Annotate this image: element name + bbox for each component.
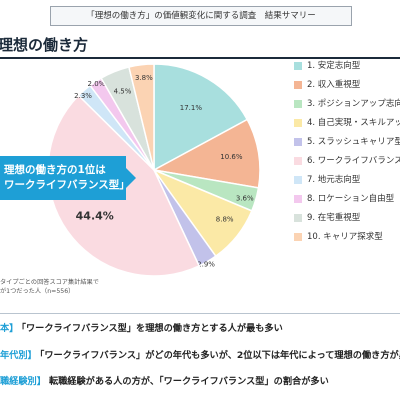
legend-swatch <box>294 195 302 203</box>
finding-tag: 職経験別】 <box>0 376 46 387</box>
chart-footnote: タイプごとの回答スコア集計結果で が1つだった人（n=556） <box>0 278 99 296</box>
legend-label: 7. 地元志向型 <box>307 175 361 185</box>
pie-slice <box>128 63 155 171</box>
pie-slice <box>151 118 261 189</box>
title-underline <box>0 57 400 59</box>
finding-text: 「ワークライフバランス型」を理想の働き方とする人が最も多い <box>21 323 283 334</box>
callout-line-1: 理想の働き方の1位は <box>4 164 106 176</box>
legend-label: 6. ワークライフバランス型 <box>307 156 400 166</box>
slice-data-label: 2.3% <box>74 92 92 100</box>
pie-slice <box>153 63 249 172</box>
finding-text: 転職経験がある人の方が、「ワークライフバランス型」の割合が多い <box>48 376 329 387</box>
footnote-line-1: タイプごとの回答スコア集計結果で <box>0 279 99 286</box>
legend-swatch <box>294 62 302 70</box>
slice-data-label: 10.6% <box>220 153 243 161</box>
section-title: 理想の働き方 <box>0 36 89 54</box>
slice-data-label: 4.5% <box>114 87 132 95</box>
finding-text: 「ワークライフバランス」がどの年代も多いが、2位以下は年代によって理想の働き方が… <box>39 350 400 361</box>
legend-swatch <box>294 214 302 222</box>
slice-data-label: 8.8% <box>216 215 234 223</box>
legend-swatch <box>294 81 302 89</box>
finding-by-job-change: 職経験別】 転職経験がある人の方が、「ワークライフバランス型」の割合が多い <box>0 373 329 387</box>
slice-data-label: 2.0% <box>88 80 106 88</box>
finding-overall: 本】 「ワークライフバランス型」を理想の働き方とする人が最も多い <box>0 320 283 334</box>
legend-label: 10. キャリア探求型 <box>307 232 383 242</box>
legend-label: 4. 自己実現・スキルアップ <box>307 118 400 128</box>
legend-label: 1. 安定志向型 <box>307 61 361 71</box>
legend-label: 2. 収入重視型 <box>307 80 361 90</box>
legend-swatch <box>294 138 302 146</box>
findings-divider <box>0 313 400 314</box>
callout-line-2: ワークライフバランス型」 <box>4 179 130 191</box>
finding-by-age: 年代別】 「ワークライフバランス」がどの年代も多いが、2位以下は年代によって理想の… <box>0 347 400 361</box>
slice-data-label: 3.8% <box>135 74 153 82</box>
slice-data-label: 44.4% <box>76 210 114 223</box>
callout-box: 理想の働き方の1位は ワークライフバランス型」 <box>0 156 130 200</box>
legend-swatch <box>294 233 302 241</box>
slice-data-label: 17.1% <box>180 104 203 112</box>
legend-label: 8. ロケーション自由型 <box>307 194 395 204</box>
callout-arrow <box>126 168 136 188</box>
slice-data-label: 2.9% <box>197 261 215 269</box>
finding-tag: 年代別】 <box>0 350 37 361</box>
legend-label: 9. 在宅重視型 <box>307 213 361 223</box>
legend-swatch <box>294 100 302 108</box>
report-header: 「理想の働き方」の価値観変化に関する調査 結果サマリー <box>50 6 352 26</box>
legend-label: 5. スラッシュキャリア型 <box>307 137 400 147</box>
slice-data-label: 3.6% <box>236 195 254 203</box>
legend-swatch <box>294 176 302 184</box>
finding-tag: 本】 <box>0 323 19 334</box>
legend-label: 3. ポジションアップ志向型 <box>307 99 400 109</box>
legend-swatch <box>294 119 302 127</box>
legend-swatch <box>294 157 302 165</box>
footnote-line-2: が1つだった人（n=556） <box>0 288 75 295</box>
